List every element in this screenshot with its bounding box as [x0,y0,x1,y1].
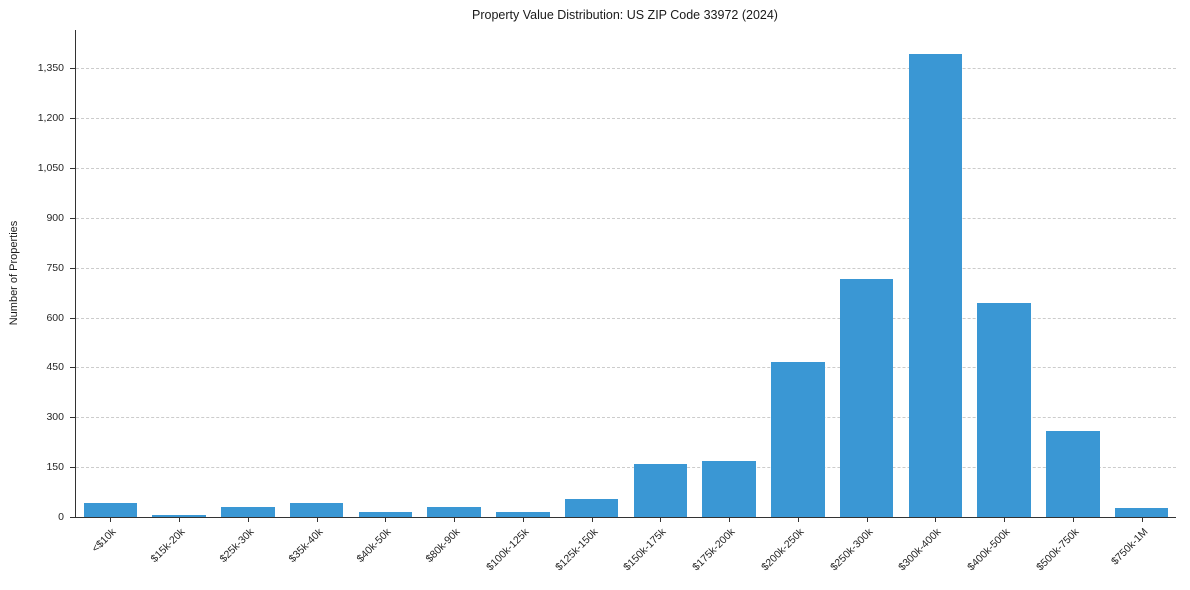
y-tick-label: 600 [46,311,64,324]
y-tick-mark [70,217,76,219]
x-tick-mark [385,517,387,522]
x-tick-mark [591,517,593,522]
y-tick-mark [70,517,76,518]
bar-125k-150k [564,498,619,517]
y-tick-mark [70,317,76,319]
bar-150k-175k [633,463,688,517]
y-tick-label: 1,200 [37,112,64,125]
plot-area: 0 150 300 450 600 750 900 1,050 1,200 1,350 <$10k $… [38,30,1176,573]
y-tick-label: 1,350 [37,62,64,75]
gridline [76,317,1176,319]
gridline [76,118,1176,120]
gridline [76,467,1176,469]
gridline [76,167,1176,169]
x-tick-mark [316,517,318,522]
bar-250k-300k [839,278,894,517]
x-tick-mark [1141,517,1143,522]
y-tick-label: 900 [46,211,64,224]
bar-500k-750k [1046,430,1100,517]
y-tick-label: 300 [46,411,64,424]
x-tick-mark [179,517,181,522]
x-tick-mark [866,517,868,522]
bar-40k-50k [358,512,413,517]
x-tick-mark [729,517,731,522]
x-tick-mark [247,517,249,522]
y-tick-mark [70,118,76,120]
bar-25k-30k [221,507,275,517]
x-tick-mark [110,517,112,522]
y-tick-mark [70,417,76,419]
y-tick-mark [70,68,76,70]
y-tick-label: 750 [46,261,64,274]
y-tick-mark [70,367,76,369]
bar-750k-1m [1114,508,1169,517]
y-tick-label: 0 [58,511,64,523]
bar-400k-500k [977,302,1031,517]
bar-10k [83,503,138,517]
y-tick-label: 150 [46,461,64,474]
x-tick-mark [522,517,524,522]
x-tick-mark [1004,517,1006,522]
y-tick-label: 450 [46,361,64,374]
gridline [76,267,1176,269]
x-tick-label: <$10k [89,526,119,555]
chart-title: Property Value Distribution: US ZIP Code… [472,8,778,22]
y-tick-mark [70,267,76,269]
gridline [76,367,1176,369]
x-tick-mark [454,517,456,522]
bar-200k-250k [771,361,825,517]
y-tick-mark [70,467,76,469]
x-tick-mark [935,517,937,522]
x-tick-mark [1072,517,1074,522]
bar-15k-20k [152,515,206,517]
gridline [76,217,1176,219]
bar-300k-400k [908,54,963,517]
gridline [76,68,1176,70]
bar-175k-200k [702,461,756,517]
x-tick-mark [797,517,799,522]
y-tick-mark [70,167,76,169]
bar-100k-125k [496,512,550,517]
bar-35k-40k [289,503,344,517]
x-tick-mark [660,517,662,522]
y-tick-label: 1,050 [37,161,64,174]
gridline [76,417,1176,419]
bar-80k-90k [427,507,481,517]
